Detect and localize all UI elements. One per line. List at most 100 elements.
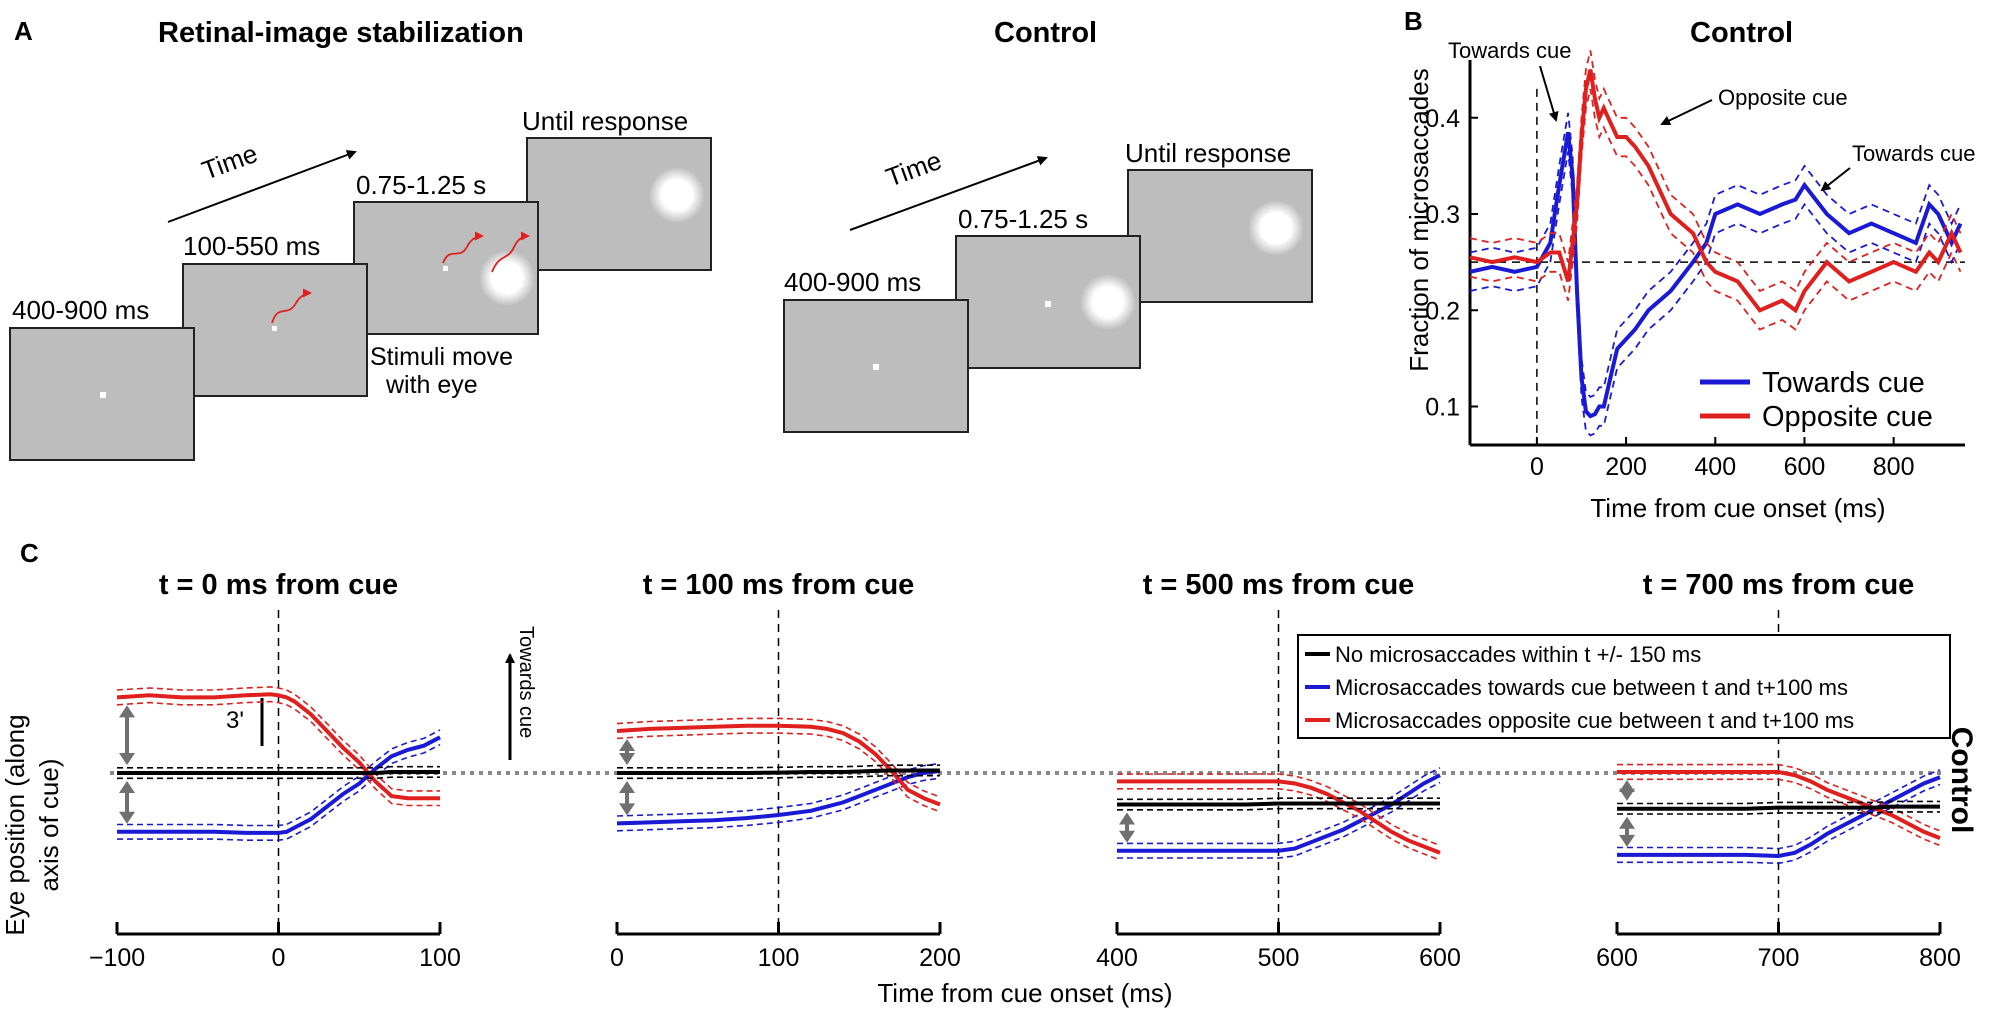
panel-c-side-label: Control [1945, 727, 1978, 834]
annotation-arrow-3 [1820, 167, 1851, 192]
no-microsaccade-series-line [117, 770, 440, 775]
annotation-opposite-cue: Opposite cue [1718, 85, 1848, 110]
towards-microsaccade-error-band [117, 729, 441, 827]
subplot-title: t = 700 ms from cue [1643, 569, 1915, 601]
subplot-x-tick-label: 0 [272, 944, 286, 972]
control-title: Control [994, 17, 1097, 49]
time-label-control: Time [882, 145, 946, 193]
no-microsaccade-error-band [1617, 800, 1940, 805]
separation-arrow-head [1619, 788, 1635, 801]
towards-cue-arrow-label: Towards cue [515, 626, 537, 738]
panel-c-xlabel: Time from cue onset (ms) [877, 978, 1172, 1008]
towards-microsaccade-series-line [1117, 773, 1441, 853]
legend-no-microsaccades: No microsaccades within t +/- 150 ms [1335, 642, 1701, 667]
opposite-cue-series-line [1469, 69, 1963, 314]
separation-arrow-head [1119, 830, 1135, 843]
panel-c: C Eye position (along axis of cue) Time … [0, 538, 1978, 1008]
annotation-arrow-2 [1660, 99, 1713, 126]
separation-arrow-head [1619, 834, 1635, 847]
no-microsaccade-error-band [117, 765, 440, 769]
legend-opposite-microsaccades: Microsaccades opposite cue between t and… [1335, 708, 1854, 733]
annotation-towards-cue-2: Towards cue [1852, 141, 1976, 166]
panel-c-label: C [20, 538, 39, 568]
stab-note-line-1: Stimuli move [370, 343, 513, 371]
no-microsaccade-error-band [1117, 797, 1440, 801]
opposite-error-band [1469, 50, 1962, 293]
scale-label: 3' [226, 707, 244, 734]
subplot-title: t = 0 ms from cue [159, 569, 398, 601]
panel-b-xlabel: Time from cue onset (ms) [1590, 493, 1885, 523]
separation-arrow-head [619, 753, 635, 765]
towards-microsaccade-error-band [616, 777, 941, 832]
stabilization-title: Retinal-image stabilization [158, 17, 524, 49]
no-microsaccade-series-line [1117, 801, 1440, 807]
stab-screen-4: Until response [522, 106, 712, 271]
panel-b-ylabel: Fraction of microsaccades [1404, 68, 1434, 371]
ctrl-screen-1: 400-900 ms [783, 267, 969, 433]
stab-screen-2: 100-550 ms [182, 231, 368, 397]
subplot-x-tick-label: 200 [919, 944, 961, 972]
separation-arrow-head [119, 705, 135, 718]
y-tick-label: 0.4 [1425, 105, 1460, 133]
towards-microsaccade-error-band [1617, 783, 1941, 865]
subplot-x-tick-label: 0 [610, 944, 624, 972]
separation-arrow-head [619, 739, 635, 751]
legend-towards-cue: Towards cue [1762, 367, 1925, 399]
panel-b-title: Control [1690, 17, 1793, 49]
towards-microsaccade-error-band [1617, 769, 1941, 850]
x-tick-label: 200 [1605, 453, 1647, 481]
stab-interval-3: 0.75-1.25 s [356, 170, 486, 200]
x-tick-label: 800 [1873, 453, 1915, 481]
subplot-x-tick-label: 500 [1258, 944, 1300, 972]
no-microsaccade-error-band [617, 774, 940, 780]
separation-arrow-head [119, 811, 135, 824]
towards-microsaccade-series-line [1617, 775, 1941, 859]
separation-arrow-head [1619, 816, 1635, 829]
opposite-microsaccade-error-band [1117, 773, 1441, 847]
no-microsaccade-series-line [1617, 804, 1940, 811]
towards-microsaccade-error-band [1117, 781, 1441, 859]
legend-towards-microsaccades: Microsaccades towards cue between t and … [1335, 675, 1848, 700]
subplot-x-tick-label: 600 [1419, 944, 1461, 972]
subplot-title: t = 500 ms from cue [1143, 569, 1415, 601]
subplot-x-tick-label: 100 [419, 944, 461, 972]
panel-c-ylabel-line-2: axis of cue) [34, 759, 64, 892]
ctrl-interval-1: 400-900 ms [784, 267, 921, 297]
stab-note-line-2: with eye [385, 371, 478, 399]
stab-interval-1: 400-900 ms [12, 295, 149, 325]
time-label-stabilization: Time [198, 138, 262, 186]
opposite-microsaccade-series-line [1617, 770, 1941, 840]
towards-microsaccade-error-band [117, 743, 441, 841]
towards-cue-series-line [1469, 131, 1963, 419]
no-microsaccade-series-line [617, 768, 940, 775]
towards-microsaccade-series-line [616, 768, 941, 826]
opposite-microsaccade-error-band [116, 700, 440, 807]
no-microsaccade-error-band [1117, 807, 1440, 811]
separation-arrow-head [119, 753, 135, 765]
y-tick-label: 0.1 [1425, 394, 1460, 422]
x-tick-label: 400 [1694, 453, 1736, 481]
separation-arrow-head [619, 781, 635, 793]
separation-arrow-head [1119, 812, 1135, 825]
no-microsaccade-error-band [117, 776, 440, 780]
opposite-error-band [1469, 88, 1962, 331]
opposite-microsaccade-error-band [616, 732, 941, 813]
x-tick-label: 0 [1530, 453, 1544, 481]
ctrl-interval-3: Until response [1125, 138, 1291, 168]
stab-interval-2: 100-550 ms [183, 231, 320, 261]
x-tick-label: 600 [1784, 453, 1826, 481]
separation-arrow-head [619, 803, 635, 816]
stab-screen-3: 0.75-1.25 s Stimuli move with eye [353, 170, 539, 399]
subplot-x-tick-label: 700 [1758, 944, 1800, 972]
opposite-microsaccade-error-band [1617, 778, 1941, 847]
subplot-x-tick-label: −100 [89, 944, 145, 972]
panel-c-ylabel-line-1: Eye position (along [0, 714, 30, 935]
panel-c-legend: No microsaccades within t +/- 150 ms Mic… [1297, 634, 1951, 739]
time-arrow-control [849, 156, 1048, 231]
stab-screen-1: 400-900 ms [9, 295, 195, 461]
subplot-x-tick-label: 800 [1919, 944, 1961, 972]
separation-arrow-head [119, 781, 135, 793]
annotation-arrow-1 [1539, 65, 1559, 122]
opposite-microsaccade-error-band [116, 686, 440, 792]
subplot-title: t = 100 ms from cue [643, 569, 915, 601]
